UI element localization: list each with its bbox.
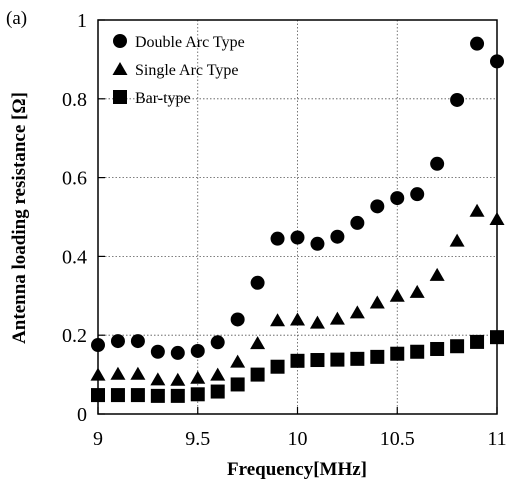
data-point-triangle bbox=[309, 315, 325, 329]
data-point-square bbox=[290, 353, 305, 368]
data-point-square bbox=[270, 359, 285, 374]
data-point-circle bbox=[350, 215, 365, 230]
data-point-square bbox=[130, 388, 145, 403]
y-tick-label: 0 bbox=[77, 404, 87, 426]
y-tick-label: 0.6 bbox=[62, 168, 87, 190]
data-point-triangle bbox=[130, 366, 146, 380]
data-point-square bbox=[91, 388, 105, 403]
legend-label-bar-type: Bar-type bbox=[135, 90, 191, 107]
data-point-circle bbox=[470, 36, 485, 51]
series-double-arc-type bbox=[91, 36, 504, 360]
y-tick-label: 1 bbox=[77, 10, 87, 32]
data-point-circle bbox=[430, 156, 445, 171]
x-tick-label: 10 bbox=[288, 428, 308, 450]
data-point-triangle bbox=[409, 284, 425, 298]
y-axis-title: Antenna loading resistance [Ω] bbox=[9, 92, 30, 344]
data-point-circle bbox=[310, 236, 325, 251]
legend: Double Arc Type Single Arc Type Bar-type bbox=[112, 34, 245, 107]
legend-marker-bar-type bbox=[113, 90, 127, 104]
data-point-circle bbox=[270, 231, 285, 246]
data-point-triangle bbox=[369, 295, 385, 309]
data-point-triangle bbox=[329, 311, 345, 325]
data-point-circle bbox=[130, 334, 145, 349]
data-point-triangle bbox=[250, 336, 266, 350]
data-point-triangle bbox=[190, 370, 206, 384]
y-tick-label: 0.8 bbox=[62, 89, 87, 111]
data-point-triangle bbox=[230, 354, 246, 368]
data-point-circle bbox=[410, 187, 425, 202]
data-point-circle bbox=[150, 344, 165, 359]
data-point-square bbox=[490, 330, 504, 345]
data-point-triangle bbox=[210, 367, 226, 381]
x-tick-label: 11 bbox=[487, 428, 506, 450]
legend-marker-single-arc bbox=[112, 62, 128, 75]
data-point-circle bbox=[190, 343, 205, 358]
data-point-square bbox=[230, 377, 245, 392]
grid bbox=[98, 20, 497, 414]
data-point-circle bbox=[170, 345, 185, 360]
data-point-square bbox=[350, 351, 365, 366]
data-point-triangle bbox=[489, 211, 505, 225]
series-single-arc-type bbox=[90, 203, 505, 386]
data-point-square bbox=[150, 388, 165, 403]
data-point-triangle bbox=[150, 372, 166, 386]
data-point-triangle bbox=[170, 372, 186, 386]
data-point-square bbox=[390, 346, 405, 361]
data-point-square bbox=[250, 367, 265, 382]
data-point-circle bbox=[91, 338, 105, 353]
y-tick-label: 0.4 bbox=[62, 246, 87, 268]
data-point-circle bbox=[450, 92, 465, 107]
data-point-circle bbox=[230, 312, 245, 327]
data-point-square bbox=[170, 388, 185, 403]
data-point-square bbox=[450, 339, 465, 354]
data-point-circle bbox=[290, 230, 305, 245]
x-tick-label: 10.5 bbox=[380, 428, 415, 450]
x-tick-label: 9 bbox=[93, 428, 103, 450]
legend-marker-double-arc bbox=[113, 34, 127, 48]
x-tick-label: 9.5 bbox=[185, 428, 210, 450]
data-point-circle bbox=[370, 199, 385, 214]
data-point-triangle bbox=[469, 203, 485, 217]
panel-label: (a) bbox=[6, 8, 27, 29]
data-point-triangle bbox=[449, 233, 465, 247]
data-point-square bbox=[330, 352, 345, 367]
data-point-circle bbox=[330, 229, 345, 244]
data-point-triangle bbox=[110, 366, 126, 380]
data-point-square bbox=[210, 384, 225, 399]
data-point-square bbox=[310, 353, 325, 368]
data-point-triangle bbox=[270, 313, 286, 327]
data-marks bbox=[90, 36, 505, 403]
data-point-triangle bbox=[90, 367, 106, 381]
data-point-triangle bbox=[349, 305, 365, 319]
axis-ticks: 9 9.5 10 10.5 11 0 0.2 0.4 0.6 0.8 1 bbox=[62, 10, 507, 450]
data-point-circle bbox=[390, 191, 405, 206]
legend-label-double-arc: Double Arc Type bbox=[135, 34, 245, 51]
data-point-circle bbox=[250, 275, 265, 290]
data-point-square bbox=[370, 349, 385, 364]
data-point-square bbox=[430, 341, 445, 356]
y-tick-label: 0.2 bbox=[62, 325, 87, 347]
data-point-triangle bbox=[429, 267, 445, 281]
data-point-circle bbox=[110, 334, 125, 349]
legend-label-single-arc: Single Arc Type bbox=[135, 62, 238, 79]
data-point-square bbox=[190, 387, 205, 402]
data-point-square bbox=[110, 388, 125, 403]
data-point-triangle bbox=[389, 288, 405, 302]
data-point-triangle bbox=[290, 312, 305, 326]
x-axis-title: Frequency[MHz] bbox=[227, 459, 367, 480]
data-point-circle bbox=[490, 54, 504, 69]
data-point-square bbox=[410, 344, 425, 359]
data-point-square bbox=[470, 334, 485, 349]
data-point-circle bbox=[210, 335, 225, 350]
series-bar-type bbox=[91, 330, 504, 403]
